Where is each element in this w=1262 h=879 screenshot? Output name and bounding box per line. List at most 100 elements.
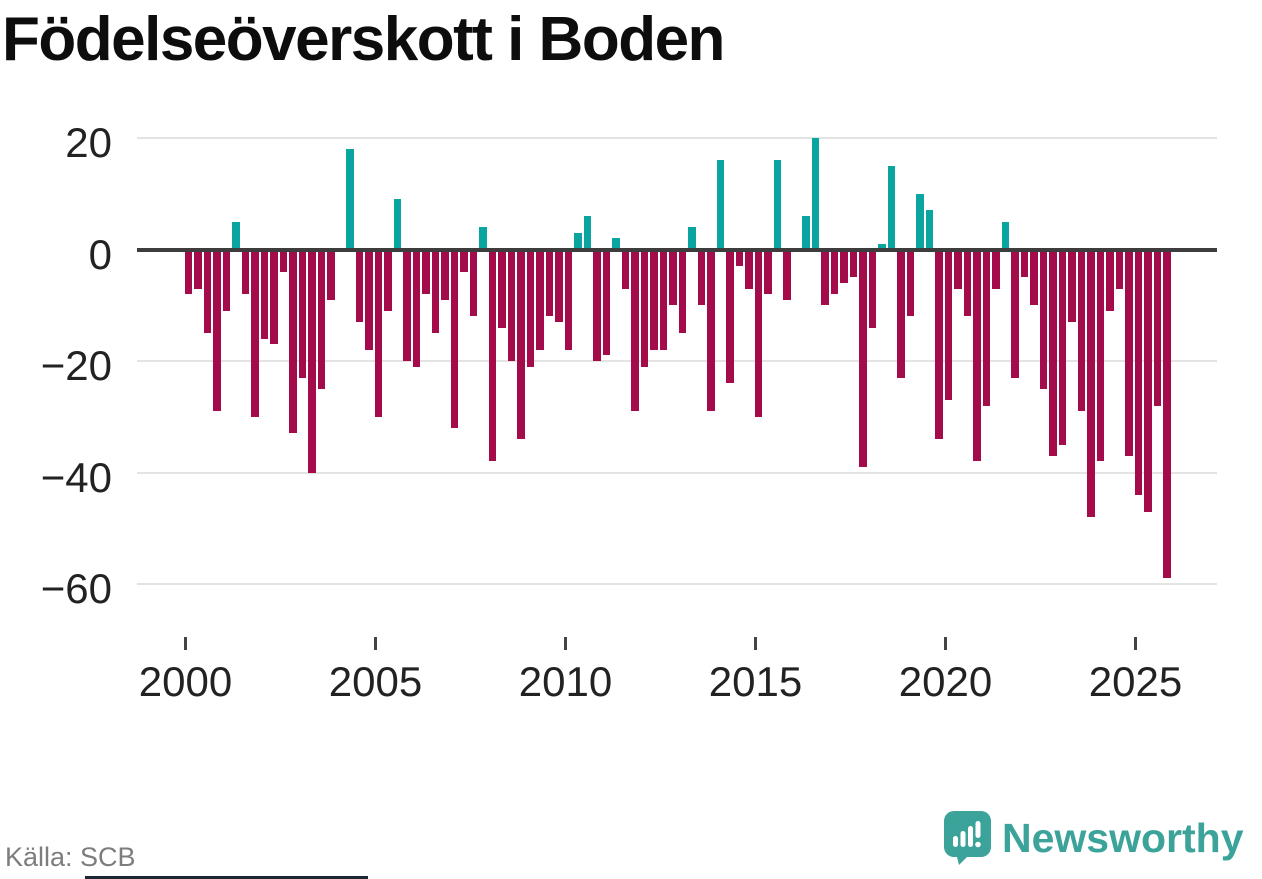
bar-2005Q2 [384, 249, 392, 311]
bar-2024Q2 [1106, 249, 1114, 311]
gridline--40 [137, 471, 1217, 474]
bar-2008Q3 [507, 249, 516, 361]
bar-2011Q1 [602, 249, 611, 356]
bar-2012Q2 [650, 249, 658, 350]
bar-2022Q2 [1030, 249, 1038, 306]
bar-2001Q4 [251, 249, 259, 417]
source-note: Källa: SCB [5, 842, 136, 872]
bar-2010Q1 [564, 249, 573, 350]
chart-title: Födelseöverskott i Boden [2, 5, 725, 74]
bar-2001Q1 [222, 249, 231, 311]
bar-2013Q1 [678, 249, 687, 334]
x-axis-label-2020: 2020 [898, 658, 993, 705]
bar-2007Q2 [460, 249, 468, 272]
bar-2019Q1 [906, 249, 915, 317]
bar-2009Q1 [526, 249, 535, 367]
bar-2019Q2 [916, 193, 924, 250]
bar-2019Q3 [925, 210, 934, 250]
bar-2014Q3 [735, 249, 744, 267]
x-axis-label-2000: 2000 [138, 658, 233, 705]
x-axis-tick-2015 [754, 637, 757, 650]
bar-2012Q1 [640, 249, 649, 367]
bar-2021Q2 [992, 249, 1000, 289]
bar-2018Q4 [897, 249, 905, 378]
bar-2010Q2 [574, 232, 582, 250]
bar-2025Q1 [1134, 249, 1143, 495]
bar-2007Q3 [469, 249, 478, 317]
bar-2018Q1 [868, 249, 877, 328]
bar-2011Q3 [621, 249, 630, 289]
bar-2023Q4 [1087, 249, 1095, 518]
bar-2017Q3 [849, 249, 858, 278]
bar-2008Q2 [498, 249, 506, 328]
bar-2003Q4 [327, 249, 335, 300]
bar-2022Q3 [1039, 249, 1048, 389]
bar-2003Q1 [298, 249, 307, 378]
bottom-accent-strip [85, 876, 368, 879]
newsworthy-logo: Newsworthy [944, 810, 1244, 866]
bar-2004Q4 [365, 249, 373, 350]
x-axis-tick-2005 [374, 637, 377, 650]
bar-2006Q1 [412, 249, 421, 367]
bar-2000Q1 [184, 249, 193, 295]
bar-2023Q1 [1058, 249, 1067, 445]
bar-2021Q3 [1001, 221, 1010, 250]
bar-2002Q2 [270, 249, 278, 345]
bar-2014Q2 [726, 249, 734, 384]
bar-2015Q2 [764, 249, 772, 295]
bar-2020Q2 [954, 249, 962, 289]
bar-2007Q4 [479, 227, 487, 250]
x-axis-tick-2010 [564, 637, 567, 650]
bar-2014Q1 [716, 160, 725, 250]
bar-2023Q3 [1077, 249, 1086, 412]
bar-2015Q1 [754, 249, 763, 417]
bar-2016Q4 [821, 249, 829, 306]
y-axis-label--60: −60 [40, 565, 112, 612]
bar-2014Q4 [745, 249, 753, 289]
bar-2018Q2 [878, 243, 886, 250]
bar-2004Q2 [346, 149, 354, 250]
bar-2020Q3 [963, 249, 972, 317]
zero-baseline [137, 247, 1217, 252]
bar-2005Q3 [393, 199, 402, 250]
y-axis-label-0: 0 [88, 230, 112, 278]
bar-2009Q4 [555, 249, 563, 322]
x-axis-tick-2020 [944, 637, 947, 650]
bar-2024Q1 [1096, 249, 1105, 462]
bar-2016Q2 [802, 216, 810, 250]
bar-2003Q2 [308, 249, 316, 473]
bar-2022Q1 [1020, 249, 1029, 278]
bar-2015Q3 [773, 160, 782, 250]
bar-2017Q2 [840, 249, 848, 283]
bar-2000Q2 [194, 249, 202, 289]
x-axis-tick-2025 [1134, 637, 1137, 650]
bar-2013Q2 [688, 227, 696, 250]
bar-2004Q3 [355, 249, 364, 322]
bar-2016Q3 [811, 138, 820, 250]
bar-2018Q3 [887, 165, 896, 250]
bar-2017Q4 [859, 249, 867, 467]
bar-2009Q3 [545, 249, 554, 317]
bar-2012Q3 [659, 249, 668, 350]
gridline--20 [137, 360, 1217, 362]
bar-2013Q4 [707, 249, 715, 412]
bar-2025Q3 [1153, 249, 1162, 406]
y-axis-label--20: −20 [40, 342, 112, 389]
x-axis-label-2010: 2010 [518, 658, 613, 705]
y-axis-label--40: −40 [40, 453, 112, 501]
x-axis-label-2025: 2025 [1088, 658, 1183, 705]
newsworthy-wordmark: Newsworthy [1002, 814, 1244, 861]
bar-2006Q4 [441, 249, 449, 300]
bar-2015Q4 [783, 249, 791, 300]
x-axis-label-2005: 2005 [328, 658, 423, 705]
bar-2021Q1 [982, 249, 991, 406]
bar-2007Q1 [450, 249, 459, 428]
bar-2001Q3 [241, 249, 250, 295]
bar-2005Q1 [374, 249, 383, 417]
bar-2012Q4 [669, 249, 677, 306]
gridline-20 [137, 137, 1217, 139]
bar-2010Q4 [593, 249, 601, 361]
bar-2017Q1 [830, 249, 839, 295]
bar-2008Q1 [488, 249, 497, 462]
